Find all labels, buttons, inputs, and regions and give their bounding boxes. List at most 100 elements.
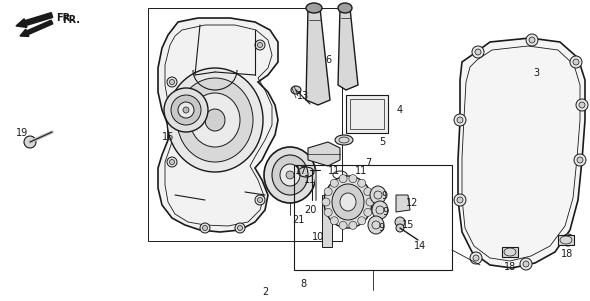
Text: 5: 5 xyxy=(379,137,385,147)
Ellipse shape xyxy=(339,222,347,229)
Ellipse shape xyxy=(562,234,574,246)
Bar xyxy=(350,99,384,129)
Ellipse shape xyxy=(372,201,388,219)
Ellipse shape xyxy=(255,195,265,205)
Text: 18: 18 xyxy=(561,249,573,259)
Ellipse shape xyxy=(167,68,263,172)
Ellipse shape xyxy=(364,208,372,216)
Bar xyxy=(346,95,388,133)
Ellipse shape xyxy=(529,37,535,43)
Ellipse shape xyxy=(573,59,579,65)
Ellipse shape xyxy=(183,107,189,113)
Ellipse shape xyxy=(190,93,240,147)
Text: 15: 15 xyxy=(402,220,414,230)
Ellipse shape xyxy=(349,175,357,183)
Ellipse shape xyxy=(368,216,384,234)
Ellipse shape xyxy=(523,261,529,267)
Ellipse shape xyxy=(570,56,582,68)
Ellipse shape xyxy=(167,77,177,87)
Text: 21: 21 xyxy=(292,215,304,225)
Ellipse shape xyxy=(235,223,245,233)
Ellipse shape xyxy=(280,164,300,186)
Ellipse shape xyxy=(167,157,177,167)
Ellipse shape xyxy=(324,188,332,196)
Text: 12: 12 xyxy=(406,198,418,208)
Polygon shape xyxy=(338,8,358,90)
Text: 3: 3 xyxy=(533,68,539,78)
Ellipse shape xyxy=(472,46,484,58)
Ellipse shape xyxy=(349,222,357,229)
Ellipse shape xyxy=(257,197,263,203)
Text: 10: 10 xyxy=(312,232,324,242)
Text: 17: 17 xyxy=(295,166,307,176)
Ellipse shape xyxy=(306,3,322,13)
Ellipse shape xyxy=(205,109,225,131)
Ellipse shape xyxy=(366,198,374,206)
Ellipse shape xyxy=(164,88,208,132)
Ellipse shape xyxy=(171,95,201,125)
Ellipse shape xyxy=(202,225,208,231)
Ellipse shape xyxy=(577,157,583,163)
Ellipse shape xyxy=(322,198,330,206)
Text: 20: 20 xyxy=(304,205,316,215)
Polygon shape xyxy=(396,195,410,212)
Ellipse shape xyxy=(396,224,404,232)
Ellipse shape xyxy=(291,86,301,94)
Text: 18: 18 xyxy=(504,262,516,272)
Ellipse shape xyxy=(339,175,347,183)
Ellipse shape xyxy=(457,197,463,203)
Ellipse shape xyxy=(255,40,265,50)
Ellipse shape xyxy=(520,258,532,270)
Bar xyxy=(322,195,332,247)
Ellipse shape xyxy=(332,184,364,220)
Ellipse shape xyxy=(324,176,372,228)
Text: 14: 14 xyxy=(414,241,426,251)
Ellipse shape xyxy=(338,3,352,13)
Ellipse shape xyxy=(286,171,294,179)
Bar xyxy=(502,247,518,257)
Text: 19: 19 xyxy=(16,128,28,138)
Ellipse shape xyxy=(454,114,466,126)
Ellipse shape xyxy=(257,42,263,48)
Polygon shape xyxy=(458,38,585,268)
Polygon shape xyxy=(308,142,340,166)
Bar xyxy=(294,165,452,270)
Text: 9: 9 xyxy=(381,191,387,201)
Ellipse shape xyxy=(364,188,372,196)
Text: 9: 9 xyxy=(378,223,384,233)
Ellipse shape xyxy=(370,186,386,204)
Ellipse shape xyxy=(324,208,332,216)
Ellipse shape xyxy=(526,34,538,46)
Text: 11: 11 xyxy=(355,166,367,176)
Ellipse shape xyxy=(330,179,338,187)
Ellipse shape xyxy=(358,179,366,187)
Ellipse shape xyxy=(24,136,36,148)
Text: 13: 13 xyxy=(297,91,309,101)
Bar xyxy=(558,235,574,245)
Ellipse shape xyxy=(358,217,366,225)
Ellipse shape xyxy=(200,223,210,233)
Bar xyxy=(148,8,342,241)
Text: 11: 11 xyxy=(304,175,316,185)
Ellipse shape xyxy=(330,217,338,225)
Polygon shape xyxy=(306,8,330,105)
Text: 11: 11 xyxy=(328,166,340,176)
Ellipse shape xyxy=(470,252,482,264)
Ellipse shape xyxy=(238,225,242,231)
Ellipse shape xyxy=(335,135,353,145)
Ellipse shape xyxy=(473,255,479,261)
Ellipse shape xyxy=(579,102,585,108)
Text: 16: 16 xyxy=(162,132,174,142)
Ellipse shape xyxy=(475,49,481,55)
FancyArrow shape xyxy=(16,13,53,27)
Ellipse shape xyxy=(272,155,308,195)
Text: FR.: FR. xyxy=(56,13,74,23)
Text: 9: 9 xyxy=(382,207,388,217)
Ellipse shape xyxy=(574,154,586,166)
Ellipse shape xyxy=(576,99,588,111)
Text: 8: 8 xyxy=(300,279,306,289)
Text: 4: 4 xyxy=(397,105,403,115)
Ellipse shape xyxy=(565,237,571,243)
Ellipse shape xyxy=(169,79,175,85)
Ellipse shape xyxy=(454,194,466,206)
